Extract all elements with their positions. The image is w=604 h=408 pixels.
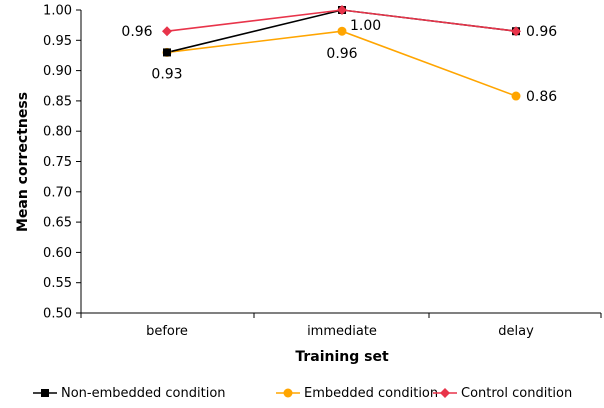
y-tick-label: 0.50 <box>43 307 72 322</box>
data-label: 0.96 <box>526 24 557 40</box>
data-label: 0.93 <box>151 66 182 82</box>
data-label: 0.96 <box>326 46 357 62</box>
y-tick-label: 0.65 <box>43 216 72 231</box>
y-tick-label: 0.80 <box>43 125 72 140</box>
x-tick-label: before <box>146 324 188 339</box>
legend-marker <box>41 389 49 397</box>
y-tick-label: 0.70 <box>43 185 72 200</box>
legend-label: Control condition <box>461 386 572 401</box>
data-point <box>337 26 347 36</box>
data-label: 0.86 <box>526 89 557 105</box>
x-tick-label: delay <box>498 324 534 339</box>
axes: 0.50 0.55 0.60 0.65 0.70 0.75 0.80 0.85 0.90 0.95… <box>43 4 602 339</box>
legend-label: Non-embedded condition <box>61 386 226 401</box>
data-label: 1.00 <box>350 18 381 34</box>
y-tick-label: 0.75 <box>43 155 72 170</box>
series-lines <box>162 5 521 101</box>
legend: Non-embedded condition Embedded condition… <box>33 386 572 401</box>
y-tick-label: 0.95 <box>43 34 72 49</box>
series-line <box>166 30 517 97</box>
data-point <box>511 26 521 37</box>
data-label: 0.96 <box>121 24 152 40</box>
y-tick-label: 1.00 <box>43 4 72 19</box>
data-point <box>511 91 521 101</box>
y-tick-label: 0.60 <box>43 246 72 261</box>
legend-label: Embedded condition <box>304 386 438 401</box>
x-tick-label: immediate <box>307 324 377 339</box>
data-point <box>162 26 172 37</box>
y-tick-label: 0.85 <box>43 94 72 109</box>
y-tick-label: 0.90 <box>43 64 72 79</box>
data-labels: 0.96 0.93 1.00 0.96 0.96 0.86 <box>121 18 557 105</box>
data-point <box>337 5 347 15</box>
legend-marker <box>440 388 450 398</box>
data-point <box>163 48 171 57</box>
y-tick-label: 0.55 <box>43 276 72 291</box>
y-axis-title: Mean correctness <box>15 92 31 232</box>
legend-marker <box>283 388 293 398</box>
x-axis-title: Training set <box>295 349 389 365</box>
